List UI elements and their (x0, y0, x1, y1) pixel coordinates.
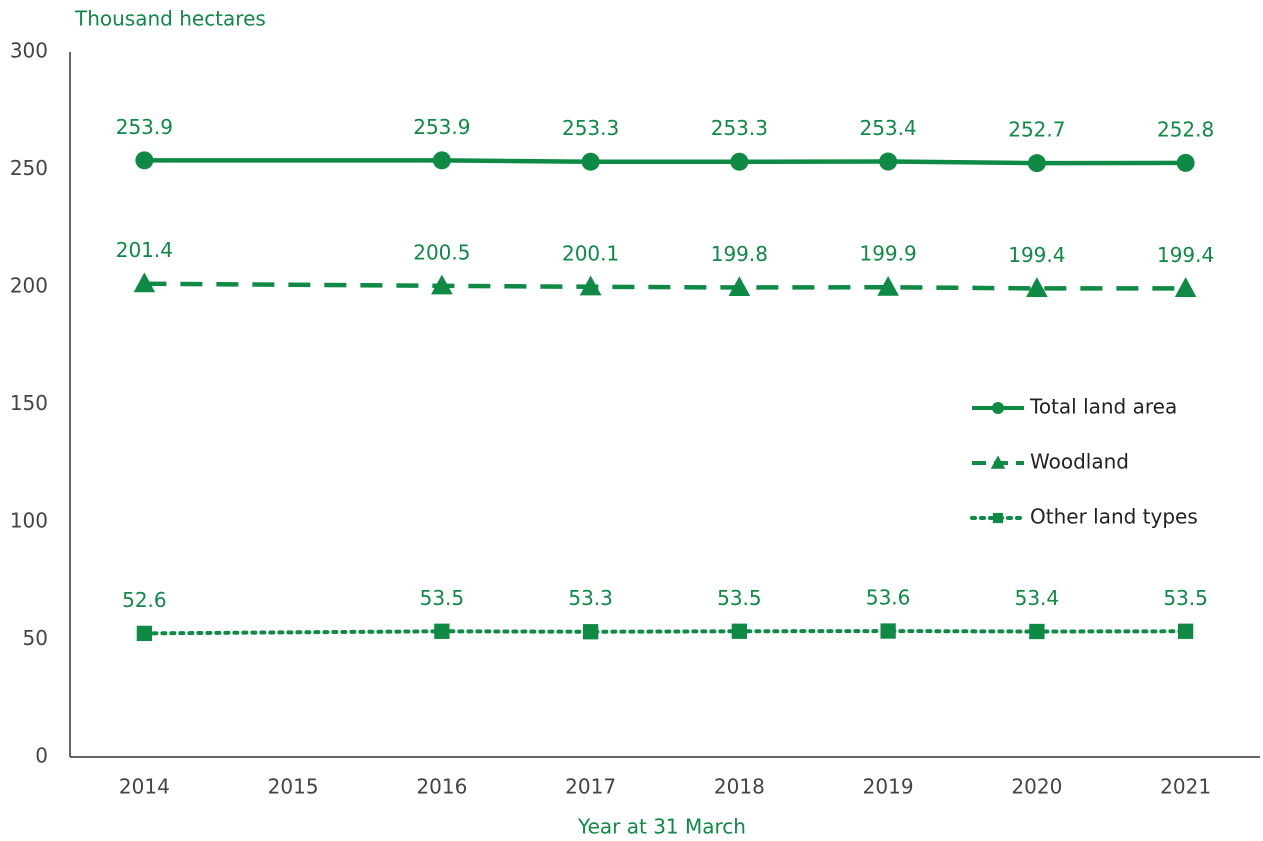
point (879, 152, 898, 171)
legend-marker (992, 512, 1004, 524)
y-axis-title: Thousand hectares (74, 7, 266, 31)
point (731, 623, 748, 639)
legend-marker (992, 402, 1004, 414)
data-label: 199.8 (711, 242, 768, 266)
x-tick-label: 2021 (1160, 775, 1211, 799)
x-tick-label: 2014 (119, 775, 170, 799)
point (579, 275, 602, 296)
y-tick-label: 150 (10, 391, 48, 415)
y-tick-label: 250 (10, 156, 48, 180)
y-tick-label: 200 (10, 274, 48, 298)
legend-label: Other land types (1030, 505, 1198, 529)
data-label: 253.4 (859, 116, 916, 140)
data-label: 53.5 (1163, 586, 1208, 610)
point (1177, 623, 1194, 639)
legend-marker (990, 455, 1006, 469)
x-axis-title: Year at 31 March (577, 815, 746, 839)
data-label: 253.9 (413, 115, 470, 139)
data-label: 252.8 (1157, 117, 1214, 141)
data-label: 53.4 (1015, 586, 1060, 610)
point (730, 152, 749, 171)
data-label: 199.4 (1008, 243, 1065, 267)
series-line (144, 281, 1186, 291)
y-tick-label: 50 (23, 626, 48, 650)
x-tick-label: 2016 (416, 775, 467, 799)
data-label: 200.1 (562, 241, 619, 265)
y-tick-label: 100 (10, 509, 48, 533)
data-label: 53.3 (568, 586, 613, 610)
data-label: 201.4 (116, 238, 173, 262)
point (1029, 623, 1045, 640)
point (135, 151, 154, 170)
x-tick-label: 2017 (565, 775, 616, 799)
point (877, 275, 899, 296)
data-label: 199.9 (859, 242, 916, 266)
data-label: 253.3 (562, 116, 619, 140)
data-label: 53.6 (866, 586, 911, 610)
point (133, 272, 156, 293)
data-label: 253.9 (116, 115, 173, 139)
point (581, 152, 600, 171)
legend-label: Total land area (1029, 395, 1177, 419)
x-tick-label: 2018 (714, 775, 765, 799)
point (1026, 277, 1048, 297)
legend-label: Woodland (1030, 450, 1129, 474)
x-tick-label: 2019 (863, 775, 914, 799)
data-label: 199.4 (1157, 243, 1214, 267)
point (880, 623, 896, 639)
point (728, 276, 751, 297)
point (1027, 154, 1046, 173)
data-label: 53.5 (420, 586, 465, 610)
data-label: 200.5 (413, 240, 470, 264)
point (1174, 277, 1197, 297)
point (434, 623, 450, 639)
y-tick-label: 0 (35, 744, 48, 768)
point (136, 625, 153, 642)
data-label: 252.7 (1008, 118, 1065, 142)
point (582, 624, 599, 640)
x-tick-label: 2015 (268, 775, 319, 799)
data-label: 52.6 (122, 588, 167, 612)
x-tick-label: 2020 (1011, 775, 1062, 799)
data-label: 53.5 (717, 586, 762, 610)
y-tick-label: 300 (10, 39, 48, 63)
point (432, 151, 451, 170)
point (1176, 153, 1195, 172)
data-label: 253.3 (711, 116, 768, 140)
point (431, 274, 453, 295)
